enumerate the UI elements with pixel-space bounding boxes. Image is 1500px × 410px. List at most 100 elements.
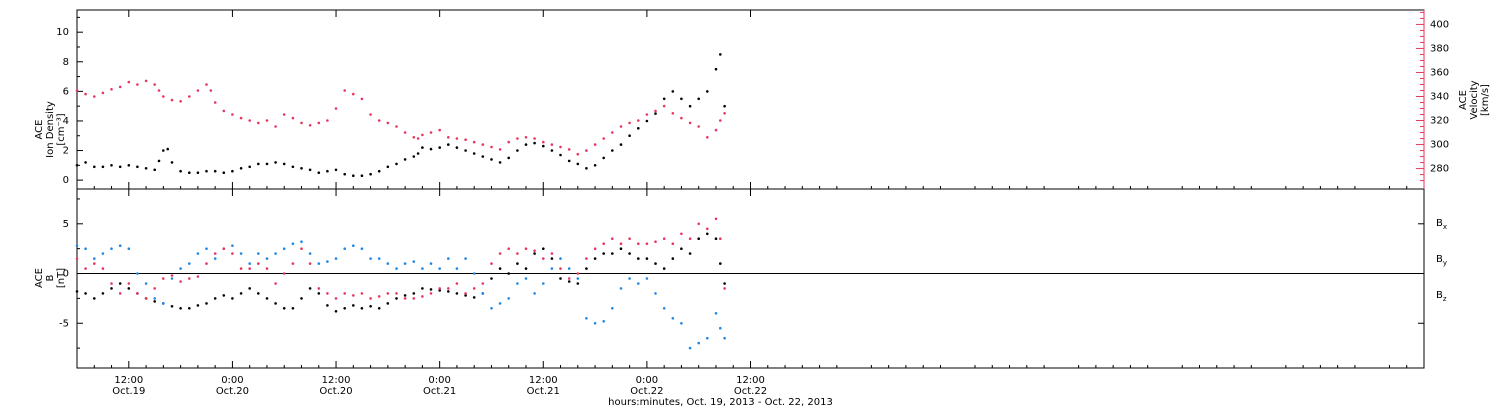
velocity-point [611, 131, 614, 134]
bx-point [628, 252, 631, 255]
velocity-point [231, 113, 234, 116]
bz-point [429, 292, 433, 295]
by-point [170, 277, 174, 280]
bz-point [714, 217, 718, 221]
by-point [179, 267, 182, 270]
density-point [412, 155, 416, 158]
by-point [550, 267, 554, 270]
bx-point [671, 257, 675, 260]
velocity-point [671, 112, 675, 115]
bx-point [490, 277, 493, 280]
bx-point [222, 294, 226, 297]
density-point [602, 156, 605, 160]
density-point [334, 168, 338, 172]
density-point [110, 164, 113, 167]
density-point [274, 161, 277, 164]
bz-point [239, 267, 243, 270]
by-point [490, 307, 493, 310]
density-tick-label: 0 [63, 175, 69, 186]
bx-point [317, 292, 321, 295]
bx-point [429, 288, 433, 291]
by-point [593, 322, 597, 325]
velocity-point [688, 121, 692, 125]
density-point [429, 147, 433, 151]
by-point [300, 240, 303, 243]
density-point [654, 112, 657, 115]
velocity-point [714, 128, 718, 132]
velocity-point [542, 140, 545, 144]
velocity-point [179, 100, 182, 103]
by-point [352, 244, 355, 247]
bx-point [576, 282, 580, 285]
bz-point [464, 292, 467, 295]
bz-point [628, 237, 631, 240]
density-point [257, 162, 260, 166]
by-point [308, 252, 312, 255]
bz-point [93, 262, 96, 265]
density-point [170, 161, 174, 164]
by-point [516, 282, 519, 285]
bz-point [231, 252, 234, 255]
velocity-point [110, 88, 113, 91]
density-point [619, 143, 623, 146]
density-point [585, 167, 588, 170]
bz-point [291, 262, 295, 265]
bz-point [637, 242, 640, 245]
bx-point [308, 287, 312, 290]
density-point [416, 152, 420, 155]
bz-point [317, 287, 321, 290]
velocity-point [472, 140, 476, 144]
density-point [352, 174, 355, 177]
bz-point [472, 287, 476, 290]
legend-bz: Bz [1436, 290, 1447, 303]
density-point [403, 158, 407, 161]
velocity-point [645, 113, 649, 116]
bz-point [352, 294, 355, 297]
bz-point [585, 257, 588, 260]
x-tick-time: 12:00 [529, 375, 558, 386]
density-point [567, 159, 571, 163]
density-point [205, 169, 208, 173]
bx-point [403, 294, 407, 297]
bz-point [421, 295, 424, 298]
bz-point [697, 222, 700, 226]
density-point [144, 167, 148, 170]
density-point [576, 162, 580, 166]
bz-point [403, 297, 407, 300]
velocity-point [196, 89, 200, 92]
by-point [360, 247, 364, 250]
bz-point [274, 282, 277, 285]
velocity-point [308, 124, 312, 127]
bx-point [498, 267, 502, 270]
by-point [533, 292, 536, 295]
velocity-point [490, 145, 493, 149]
bx-point [447, 290, 450, 293]
bx-point [84, 292, 87, 295]
velocity-point [412, 136, 416, 139]
by-point [714, 312, 718, 315]
velocity-point [524, 136, 528, 139]
bx-point [464, 294, 467, 297]
density-tick-label: 4 [63, 116, 69, 127]
by-point [628, 277, 631, 280]
velocity-point [550, 143, 554, 146]
bz-point [179, 280, 182, 283]
x-tick-date: Oct.20 [319, 386, 352, 397]
bx-point [291, 307, 295, 310]
bx-point [714, 237, 718, 240]
bx-point [516, 262, 519, 265]
bx-point [585, 267, 588, 270]
by-point [637, 282, 640, 285]
bz-point [654, 240, 657, 243]
velocity-point [719, 119, 722, 122]
x-axis-label: hours:minutes, Oct. 19, 2013 - Oct. 22, … [608, 397, 833, 408]
velocity-tick-label: 380 [1430, 43, 1449, 54]
by-point [127, 247, 131, 250]
bx-point [231, 297, 234, 300]
bx-point [153, 300, 156, 303]
by-point [723, 336, 726, 340]
by-point [213, 257, 217, 260]
velocity-point [84, 92, 87, 96]
density-point [282, 162, 286, 166]
